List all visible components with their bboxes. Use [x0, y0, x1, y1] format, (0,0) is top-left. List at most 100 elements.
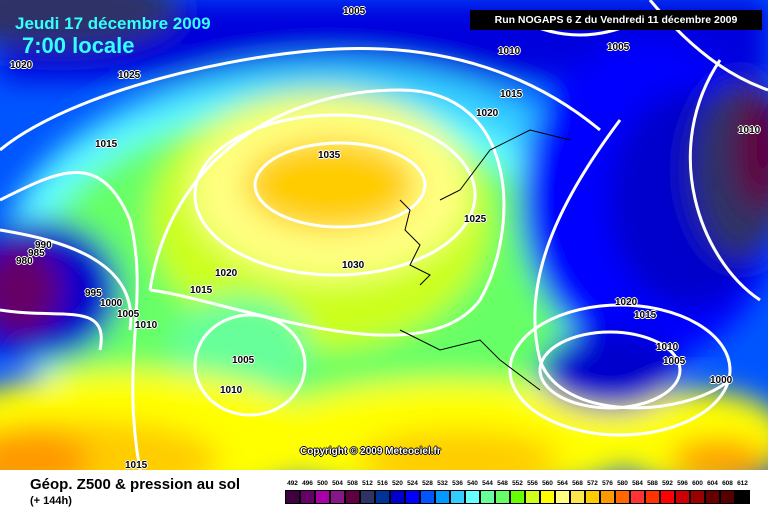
- isobar-label: 1020: [215, 268, 238, 279]
- legend-label: 584: [632, 480, 643, 487]
- isobar-label: 1010: [738, 125, 761, 136]
- legend-cell: 512: [360, 480, 375, 504]
- legend-label: 596: [677, 480, 688, 487]
- legend-label: 572: [587, 480, 598, 487]
- legend-label: 540: [467, 480, 478, 487]
- legend-cell: 500: [315, 480, 330, 504]
- isobar-label: 985: [28, 248, 45, 259]
- legend-label: 516: [377, 480, 388, 487]
- map-title: Géop. Z500 & pression au sol: [30, 476, 241, 493]
- legend-cell: 600: [690, 480, 705, 504]
- legend-label: 532: [437, 480, 448, 487]
- legend-swatch: [315, 490, 330, 504]
- legend-label: 568: [572, 480, 583, 487]
- legend-cell: 524: [405, 480, 420, 504]
- legend-label: 508: [347, 480, 358, 487]
- forecast-range: (+ 144h): [30, 495, 72, 507]
- legend-cell: 552: [510, 480, 525, 504]
- legend-cell: 604: [705, 480, 720, 504]
- legend-cell: 564: [555, 480, 570, 504]
- legend-swatch: [300, 490, 315, 504]
- legend-swatch: [285, 490, 300, 504]
- legend-swatch: [645, 490, 660, 504]
- legend-cell: 528: [420, 480, 435, 504]
- legend-label: 492: [287, 480, 298, 487]
- legend-cell: 492: [285, 480, 300, 504]
- legend-label: 512: [362, 480, 373, 487]
- isobar-label: 1005: [117, 309, 140, 320]
- legend-cell: 496: [300, 480, 315, 504]
- legend-label: 612: [737, 480, 748, 487]
- legend-cell: 532: [435, 480, 450, 504]
- legend-cell: 504: [330, 480, 345, 504]
- legend-cell: 596: [675, 480, 690, 504]
- isobar-label: 1005: [663, 356, 686, 367]
- legend-label: 592: [662, 480, 673, 487]
- legend-label: 496: [302, 480, 313, 487]
- legend-swatch: [405, 490, 420, 504]
- legend-label: 576: [602, 480, 613, 487]
- legend-cell: 588: [645, 480, 660, 504]
- isobar-label: 1000: [100, 298, 123, 309]
- legend-label: 544: [482, 480, 493, 487]
- legend-swatch: [345, 490, 360, 504]
- isobar-label: 1020: [10, 60, 33, 71]
- legend-swatch: [615, 490, 630, 504]
- isobar-label: 1015: [95, 139, 118, 150]
- legend-cell: 520: [390, 480, 405, 504]
- isobar-label: 990: [35, 240, 52, 251]
- legend-swatch: [360, 490, 375, 504]
- legend-label: 564: [557, 480, 568, 487]
- legend-swatch: [540, 490, 555, 504]
- coastlines: [399, 129, 571, 391]
- isobar-label: 980: [16, 256, 33, 267]
- isobar-label: 1010: [220, 385, 243, 396]
- legend-label: 560: [542, 480, 553, 487]
- run-info: Run NOGAPS 6 Z du Vendredi 11 décembre 2…: [470, 10, 762, 30]
- legend-label: 604: [707, 480, 718, 487]
- isobar-label: 1020: [615, 297, 638, 308]
- legend-swatch: [495, 490, 510, 504]
- legend-swatch: [465, 490, 480, 504]
- legend-label: 520: [392, 480, 403, 487]
- forecast-time: 7:00 locale: [22, 33, 135, 58]
- legend-swatch: [420, 490, 435, 504]
- legend-label: 536: [452, 480, 463, 487]
- legend-cell: 592: [660, 480, 675, 504]
- isobar-label: 1035: [318, 150, 341, 161]
- isobar-label: 1015: [190, 285, 213, 296]
- legend-label: 608: [722, 480, 733, 487]
- legend-cell: 612: [735, 480, 750, 504]
- legend-swatch: [510, 490, 525, 504]
- legend-swatch: [720, 490, 735, 504]
- isobar-label: 1000: [710, 375, 733, 386]
- legend-label: 600: [692, 480, 703, 487]
- legend-swatch: [690, 490, 705, 504]
- legend-label: 552: [512, 480, 523, 487]
- legend-swatch: [450, 490, 465, 504]
- legend-label: 524: [407, 480, 418, 487]
- geopotential-field: [0, 0, 768, 470]
- isobar-label: 1025: [118, 70, 141, 81]
- forecast-date: Jeudi 17 décembre 2009: [15, 14, 211, 33]
- legend-label: 504: [332, 480, 343, 487]
- legend-label: 556: [527, 480, 538, 487]
- legend-cell: 584: [630, 480, 645, 504]
- legend-swatch: [675, 490, 690, 504]
- isobar-label: 1005: [607, 42, 630, 53]
- legend-cell: 560: [540, 480, 555, 504]
- legend-swatch: [705, 490, 720, 504]
- isobar-label: 1015: [634, 310, 657, 321]
- legend-cell: 540: [465, 480, 480, 504]
- legend-swatch: [330, 490, 345, 504]
- weather-map: Jeudi 17 décembre 2009 7:00 locale Run N…: [0, 0, 768, 470]
- legend-swatch: [435, 490, 450, 504]
- legend-cell: 572: [585, 480, 600, 504]
- legend-cell: 568: [570, 480, 585, 504]
- legend-swatch: [570, 490, 585, 504]
- legend-swatch: [600, 490, 615, 504]
- isobar-label: 1015: [500, 89, 523, 100]
- color-legend: 492 496 500 504 508 512 516 520 524 528 532 536 540 5…: [285, 480, 750, 504]
- legend-cell: 608: [720, 480, 735, 504]
- isobar-label: 1030: [342, 260, 365, 271]
